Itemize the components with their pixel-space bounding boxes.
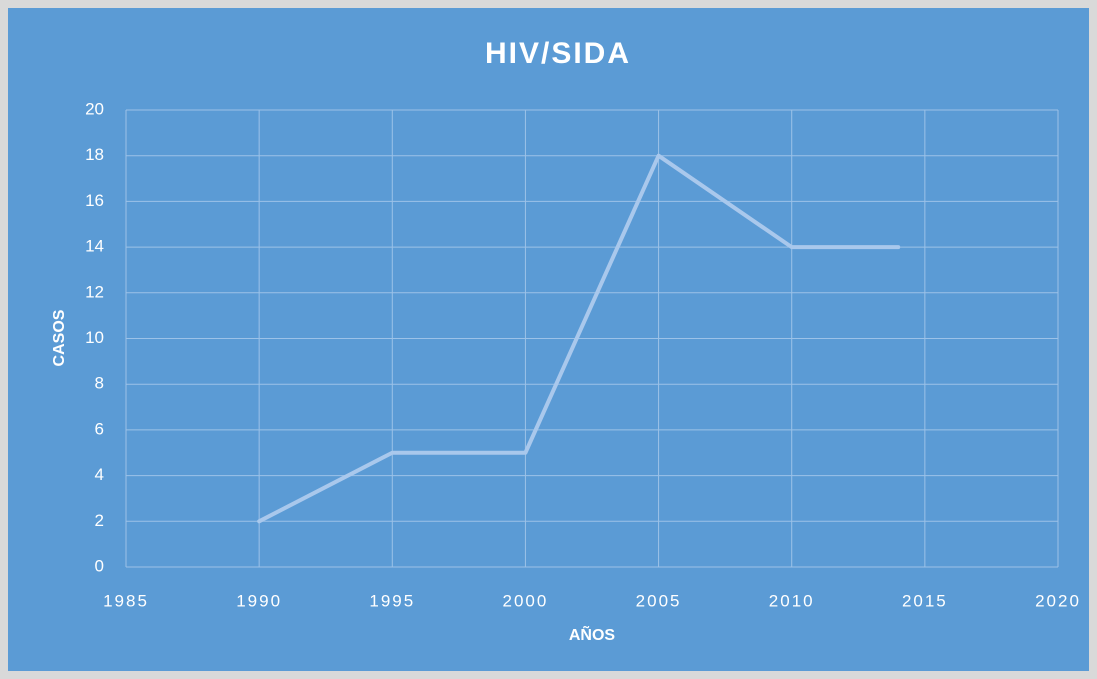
- y-tick-label: 12: [85, 282, 104, 301]
- y-tick-label: 20: [85, 99, 104, 118]
- y-tick-label: 0: [95, 556, 104, 575]
- y-tick-label: 14: [85, 237, 104, 256]
- x-tick-label: 2000: [503, 591, 549, 610]
- y-tick-label: 8: [95, 374, 104, 393]
- data-line: [257, 153, 901, 524]
- chart-title: HIV/SIDA: [485, 37, 631, 70]
- y-tick-label: 18: [85, 145, 104, 164]
- x-tick-label: 1995: [369, 591, 415, 610]
- y-tick-label: 4: [95, 465, 104, 484]
- x-tick-label: 2020: [1035, 591, 1081, 610]
- x-tick-label: 2005: [636, 591, 682, 610]
- x-tick-label: 1990: [236, 591, 282, 610]
- y-tick-label: 6: [95, 419, 104, 438]
- chart-background: [8, 8, 1089, 671]
- y-tick-label: 10: [85, 328, 104, 347]
- y-tick-label: 16: [85, 191, 104, 210]
- x-tick-label: 2010: [769, 591, 815, 610]
- x-axis-label: AÑOS: [569, 624, 616, 644]
- x-tick-label: 1985: [103, 591, 149, 610]
- y-axis-label: CASOS: [51, 309, 68, 366]
- x-tick-label: 2015: [902, 591, 948, 610]
- y-tick-label: 2: [95, 511, 104, 530]
